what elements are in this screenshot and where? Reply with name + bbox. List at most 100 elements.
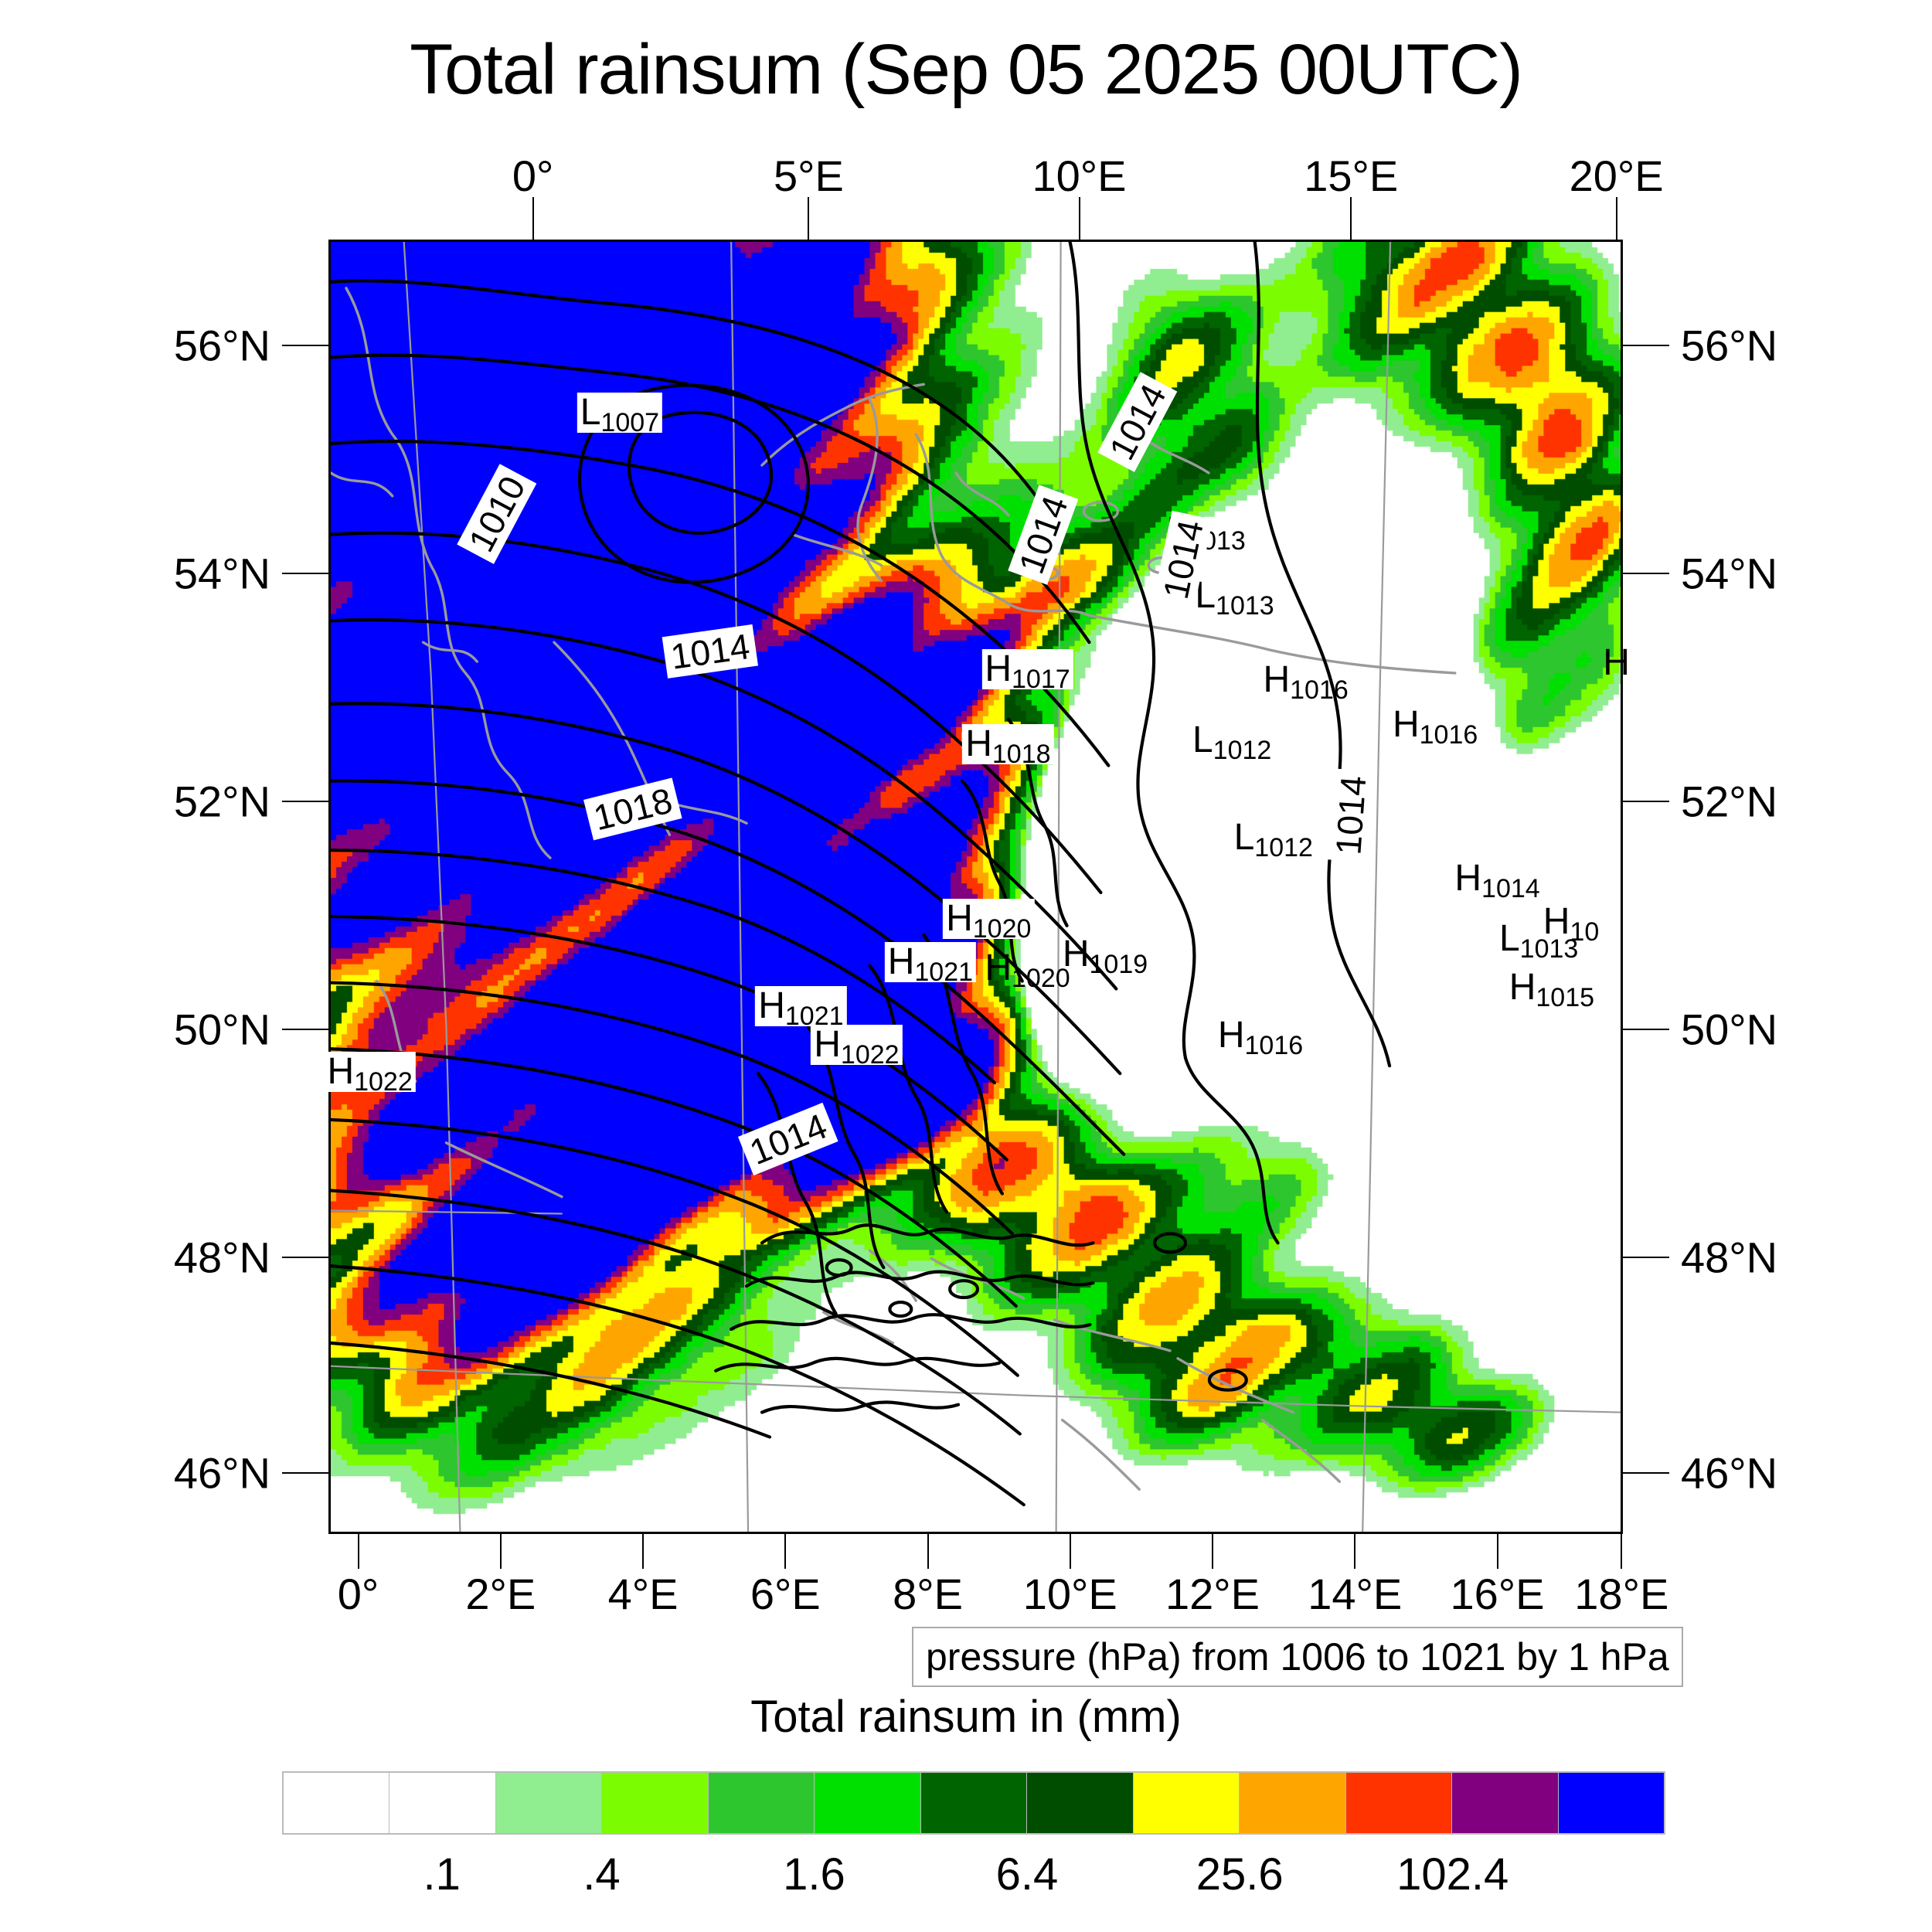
pressure-center-label-h-19: H1022 [811,1024,903,1068]
pressure-center-label-h-13: H1020 [981,947,1073,992]
colorbar-cell-9[interactable] [1240,1773,1346,1833]
axis-label-left-3: 50°N [173,1005,270,1054]
axis-tick [1078,197,1080,240]
axis-label-top-0: 0° [512,151,554,200]
colorbar-cell-6[interactable] [920,1773,1028,1833]
isobar-20 [760,1223,1095,1247]
axis-label-right-4: 48°N [1681,1233,1778,1282]
colorbar-cell-2[interactable] [495,1773,603,1833]
pressure-center-value: 1022 [840,1039,900,1070]
pressure-center-label-h-4: H1016 [1260,660,1351,703]
pressure-center-label-l-0: L1007 [577,392,663,436]
colorbar-cell-11[interactable] [1452,1773,1559,1833]
coastline-9 [1087,614,1457,675]
pressure-center-label-h-11: H1014 [1451,858,1543,903]
pressure-center-type: H [327,1051,355,1093]
pressure-center-type: H [1454,858,1482,900]
axis-tick [1212,1534,1214,1569]
pressure-center-label-h-14: H1019 [1060,934,1151,978]
pressure-center-type: H [965,723,992,765]
pressure-center-value: 1007 [600,408,660,438]
coastline-2 [421,641,479,663]
pressure-center-label-l-15: L1013 [1496,917,1581,962]
axis-tick [784,1534,787,1569]
colorbar-tick-1: .4 [583,1849,621,1900]
axis-tick [1615,197,1617,240]
axis-label-right-1: 54°N [1681,549,1778,598]
axis-label-left-1: 54°N [173,549,270,598]
pressure-center-value: 1014 [1481,874,1540,904]
axis-tick [282,345,328,347]
axis-tick [499,1534,502,1569]
axis-label-right-2: 52°N [1681,777,1778,826]
colorbar-cell-5[interactable] [815,1773,921,1833]
axis-label-bottom-9: 18°E [1574,1570,1669,1618]
colorbar-cell-3[interactable] [602,1773,709,1833]
isobar-16 [331,1117,1019,1377]
isobar-3 [331,353,1091,645]
coastline-7 [954,471,1010,517]
isobar-29 [1207,1368,1248,1392]
pressure-center-type: L [580,392,601,434]
axis-tick [282,573,328,575]
axis-tick [808,197,810,240]
coastline-1 [331,471,394,498]
colorbar-cell-8[interactable] [1133,1773,1240,1833]
axis-label-bottom-5: 10°E [1022,1570,1117,1618]
pressure-center-label-h-21: H1022 [324,1051,416,1095]
pressure-center-value: 1016 [1244,1031,1304,1061]
graticule-line-4 [331,1365,1621,1413]
colorbar-cell-7[interactable] [1027,1773,1134,1833]
pressure-center-label-h-6: H1016 [1389,705,1481,748]
pressure-center-type: H [985,947,1012,989]
isobar-12 [331,849,997,1085]
coastline-22 [1060,1418,1141,1491]
isobar-and-coastline-overlay [331,242,1621,1532]
colorbar-cell-10[interactable] [1345,1773,1453,1833]
isobar-28 [1153,1232,1188,1254]
axis-tick [1623,1472,1669,1475]
colorbar-cell-0[interactable] [284,1773,390,1833]
isobar-4 [331,439,1111,767]
isobar-2 [331,279,1064,536]
colorbar-tick-0: .1 [423,1849,461,1900]
isobar-13 [331,914,1009,1162]
coastline-8 [791,532,883,567]
colorbar-cell-12[interactable] [1558,1773,1665,1833]
isobar-17 [331,1189,1022,1436]
pressure-center-value: 1017 [1012,665,1070,695]
isobar-8 [331,779,1126,1156]
coastline-6 [1007,602,1091,617]
pressure-center-label-l-2: L1013 [1192,576,1277,619]
pressure-center-label-l-9: L1012 [1230,817,1316,861]
axis-tick [1350,197,1352,240]
isobar-22 [730,1313,1092,1332]
isobar-25 [825,1258,853,1277]
pressure-center-value: 1013 [1216,590,1274,621]
axis-label-bottom-6: 12°E [1165,1570,1260,1618]
pressure-center-type: H [1509,967,1536,1009]
axis-label-right-3: 50°N [1681,1005,1778,1054]
pressure-center-type: L [1498,917,1520,959]
axis-tick [642,1534,645,1569]
pressure-center-label-h-5: H [1600,643,1633,683]
colorbar[interactable] [282,1771,1665,1835]
axis-tick [282,1256,328,1258]
isobar-26 [888,1301,913,1318]
colorbar-cell-4[interactable] [708,1773,815,1833]
isobar-30 [868,964,949,1214]
pressure-center-value: 1020 [1012,964,1070,994]
axis-tick [1623,1028,1669,1030]
pressure-center-value: 1015 [1536,983,1595,1013]
axis-label-left-2: 52°N [173,777,270,826]
colorbar-cell-1[interactable] [389,1773,496,1833]
colorbar-tick-2: 1.6 [783,1849,845,1900]
pressure-legend-box: pressure (hPa) from 1006 to 1021 by 1 hP… [912,1627,1683,1687]
isobar-24 [760,1400,961,1414]
pressure-center-value: 1016 [1419,720,1478,750]
map-plot-area[interactable] [328,240,1623,1534]
coastline-20 [1176,1357,1295,1414]
isobar-27 [948,1279,980,1300]
pressure-center-value: 1022 [354,1067,413,1097]
coastline-23 [444,1141,563,1199]
